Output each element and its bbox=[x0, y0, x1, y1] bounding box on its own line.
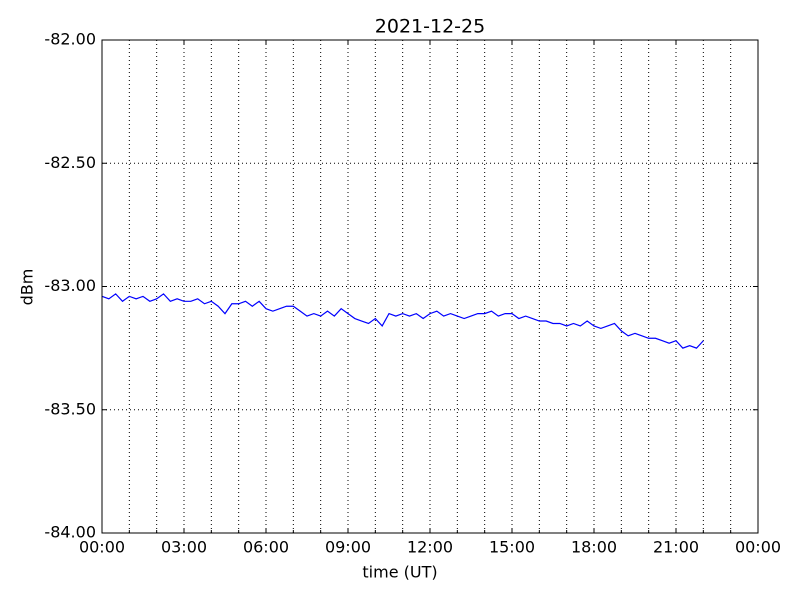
x-tick-label: 09:00 bbox=[325, 538, 371, 557]
y-tick-label: -83.50 bbox=[44, 399, 96, 418]
x-tick-label: 18:00 bbox=[571, 538, 617, 557]
x-tick-label: 21:00 bbox=[653, 538, 699, 557]
x-tick-label: 12:00 bbox=[407, 538, 453, 557]
x-tick-label: 15:00 bbox=[489, 538, 535, 557]
x-axis-label: time (UT) bbox=[362, 563, 437, 582]
y-tick-label: -84.00 bbox=[44, 523, 96, 542]
x-tick-label: 03:00 bbox=[161, 538, 207, 557]
x-tick-label: 00:00 bbox=[735, 538, 781, 557]
y-tick-label: -82.50 bbox=[44, 153, 96, 172]
x-tick-label: 06:00 bbox=[243, 538, 289, 557]
plot-frame bbox=[101, 39, 759, 534]
chart-title: 2021-12-25 bbox=[375, 16, 485, 38]
data-line bbox=[101, 293, 704, 349]
y-axis-label: dBm bbox=[18, 269, 37, 306]
x-tick-label: 00:00 bbox=[79, 538, 125, 557]
y-tick-label: -82.00 bbox=[44, 30, 96, 49]
y-tick-label: -83.00 bbox=[44, 276, 96, 295]
